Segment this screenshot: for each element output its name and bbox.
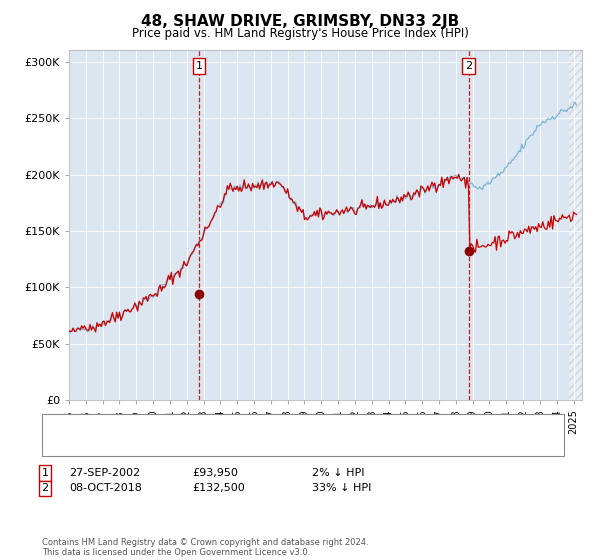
Text: 2: 2 <box>465 61 472 71</box>
Text: 1: 1 <box>41 468 49 478</box>
Text: 1: 1 <box>196 61 203 71</box>
Text: 2: 2 <box>41 483 49 493</box>
Text: 48, SHAW DRIVE, GRIMSBY, DN33 2JB (detached house): 48, SHAW DRIVE, GRIMSBY, DN33 2JB (detac… <box>93 435 383 445</box>
Text: HPI: Average price, detached house, North East Lincolnshire: HPI: Average price, detached house, Nort… <box>93 444 407 454</box>
Text: ——: —— <box>60 442 85 456</box>
Text: 2% ↓ HPI: 2% ↓ HPI <box>312 468 365 478</box>
Text: 48, SHAW DRIVE, GRIMSBY, DN33 2JB: 48, SHAW DRIVE, GRIMSBY, DN33 2JB <box>141 14 459 29</box>
Text: 08-OCT-2018: 08-OCT-2018 <box>69 483 142 493</box>
Text: Price paid vs. HM Land Registry's House Price Index (HPI): Price paid vs. HM Land Registry's House … <box>131 27 469 40</box>
Text: ——: —— <box>60 433 85 446</box>
Text: £132,500: £132,500 <box>192 483 245 493</box>
Text: 27-SEP-2002: 27-SEP-2002 <box>69 468 140 478</box>
Text: Contains HM Land Registry data © Crown copyright and database right 2024.
This d: Contains HM Land Registry data © Crown c… <box>42 538 368 557</box>
Text: £93,950: £93,950 <box>192 468 238 478</box>
Text: 33% ↓ HPI: 33% ↓ HPI <box>312 483 371 493</box>
